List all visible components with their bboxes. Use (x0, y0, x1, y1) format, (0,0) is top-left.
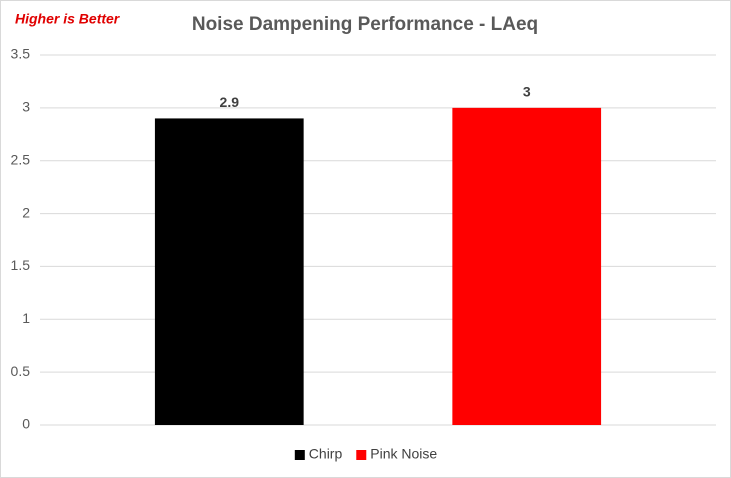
y-tick-label: 2 (22, 204, 30, 220)
legend-swatch (294, 450, 305, 460)
y-tick-label: 1.5 (11, 257, 31, 273)
y-tick-label: 0 (22, 416, 30, 432)
legend-label: Pink Noise (370, 446, 437, 462)
legend-swatch (356, 450, 367, 460)
y-tick-label: 2.5 (11, 151, 31, 167)
y-tick-label: 3 (22, 99, 30, 115)
legend-label: Chirp (309, 446, 343, 462)
bar (154, 118, 304, 425)
y-tick-label: 1 (22, 310, 30, 326)
value-label: 2.9 (220, 94, 240, 110)
value-label: 3 (523, 84, 531, 100)
y-tick-label: 3.5 (11, 46, 31, 62)
annotation: Higher is Better (15, 11, 121, 27)
bar (452, 107, 602, 425)
chart-title: Noise Dampening Performance - LAeq (192, 14, 538, 35)
y-tick-label: 0.5 (11, 363, 31, 379)
